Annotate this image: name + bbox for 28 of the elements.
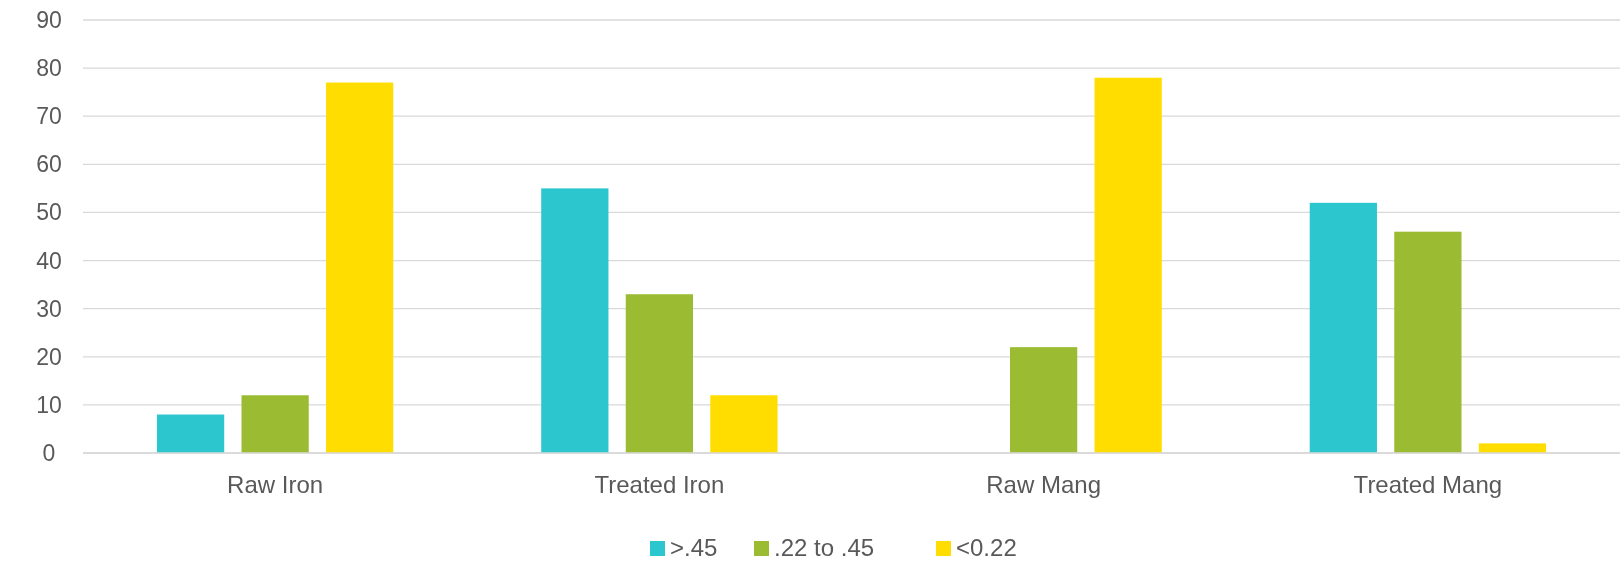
bar bbox=[241, 395, 309, 453]
legend-label: .22 to .45 bbox=[774, 534, 875, 561]
legend-label: >.45 bbox=[670, 534, 718, 561]
bar bbox=[1094, 77, 1162, 453]
legend-label: <0.22 bbox=[956, 534, 1017, 561]
bar bbox=[625, 294, 693, 453]
x-tick-label: Raw Iron bbox=[227, 471, 324, 498]
y-tick-label: 70 bbox=[36, 103, 62, 130]
y-tick-label: 0 bbox=[42, 440, 56, 467]
x-tick-label: Raw Mang bbox=[986, 471, 1101, 498]
bar bbox=[156, 414, 225, 453]
bar bbox=[1010, 347, 1078, 453]
y-tick-label: 40 bbox=[36, 247, 62, 274]
y-tick-label: 60 bbox=[36, 151, 62, 178]
y-tick-label: 50 bbox=[36, 199, 62, 226]
bar bbox=[326, 82, 394, 453]
bar bbox=[1309, 202, 1377, 453]
y-tick-label: 90 bbox=[36, 7, 62, 34]
bar bbox=[541, 188, 609, 453]
y-tick-label: 20 bbox=[36, 343, 62, 370]
y-tick-label: 30 bbox=[36, 295, 62, 322]
bar bbox=[1394, 231, 1462, 453]
bar bbox=[1478, 443, 1547, 453]
y-tick-label: 10 bbox=[36, 391, 62, 418]
y-tick-label: 80 bbox=[36, 55, 62, 82]
x-tick-label: Treated Iron bbox=[594, 471, 725, 498]
x-tick-label: Treated Mang bbox=[1353, 471, 1503, 498]
bar bbox=[710, 395, 778, 453]
